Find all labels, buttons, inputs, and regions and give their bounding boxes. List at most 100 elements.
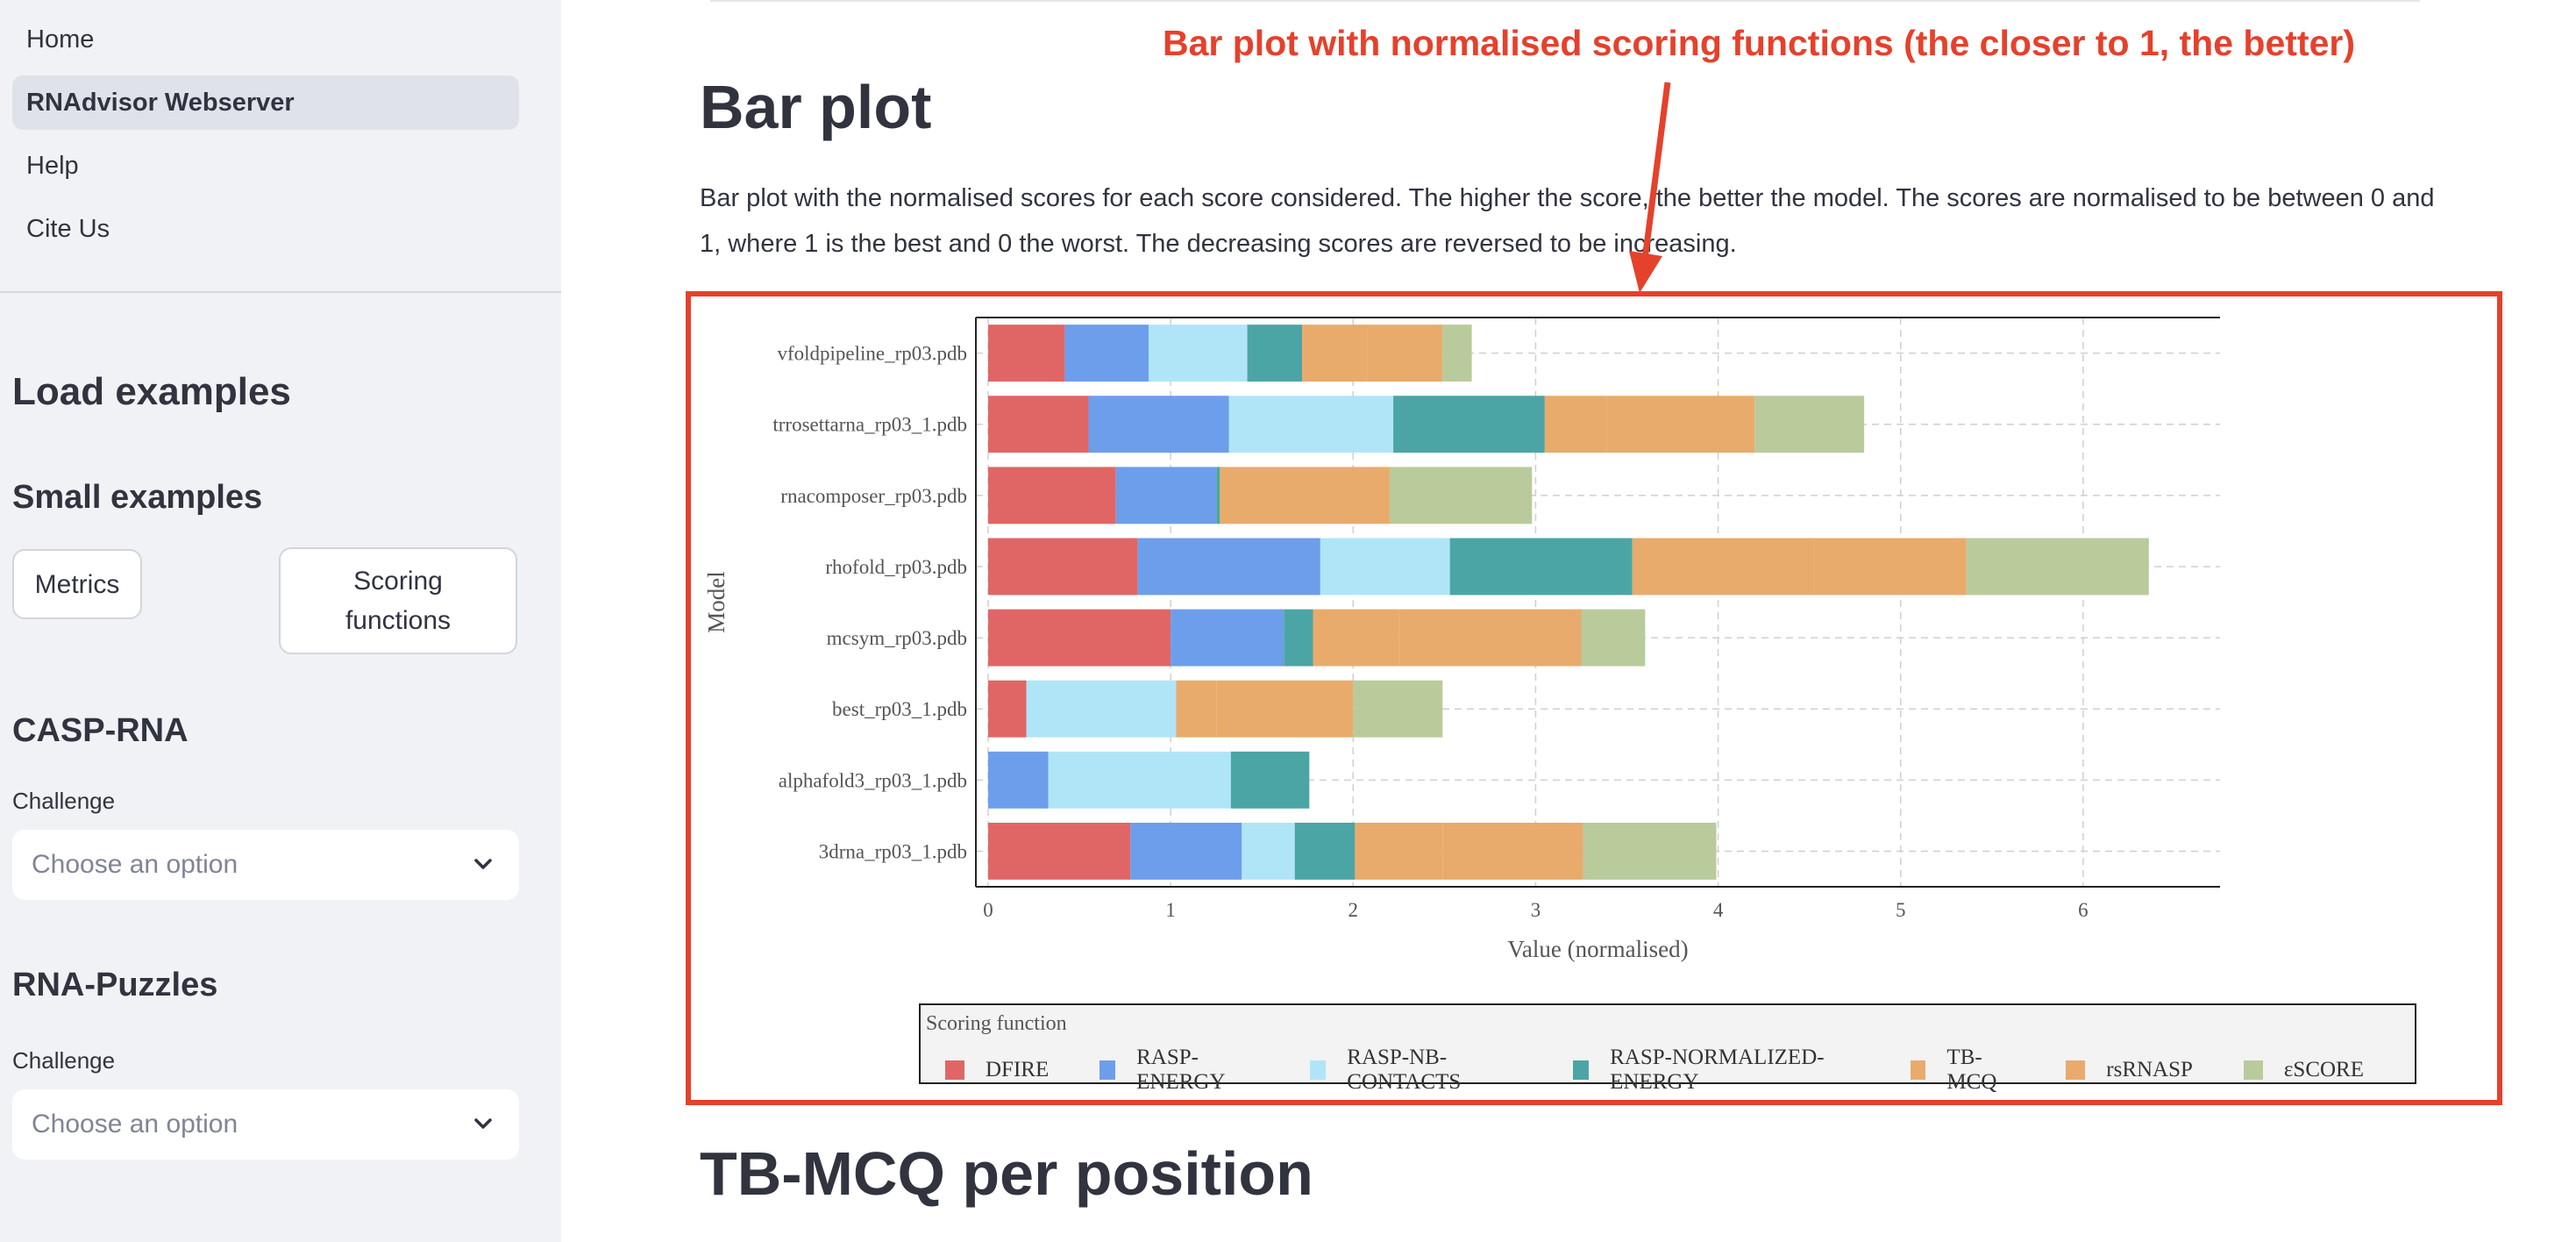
scoring-functions-button[interactable]: Scoring functions bbox=[279, 547, 517, 654]
bar-dfire-rnacomposer-rp03-pdb bbox=[988, 467, 1116, 525]
bar-rasp-nb-contacts-alphafold3-rp03-1-pdb bbox=[1048, 751, 1231, 809]
bar-score-rhofold-rp03-pdb bbox=[1966, 538, 2149, 596]
small-examples-heading: Small examples bbox=[12, 479, 263, 516]
legend-item-rasp-normalized-energy[interactable]: RASP-NORMALIZED-ENERGY bbox=[1573, 1046, 1860, 1095]
bar-tb-mcq-rhofold-rp03-pdb bbox=[1632, 538, 1815, 596]
casp-challenge-placeholder: Choose an option bbox=[32, 850, 238, 879]
y-tick-label: rnacomposer_rp03.pdb bbox=[780, 485, 967, 507]
y-tick-label: vfoldpipeline_rp03.pdb bbox=[777, 343, 967, 365]
bar-rasp-normalized-energy-vfoldpipeline-rp03-pdb bbox=[1247, 325, 1303, 382]
rna-puzzles-heading: RNA-Puzzles bbox=[12, 967, 218, 1003]
legend-label: εSCORE bbox=[2283, 1058, 2364, 1081]
bar-dfire-best-rp03-1-pdb bbox=[988, 680, 1027, 738]
bar-score-mcsym-rp03-pdb bbox=[1581, 609, 1646, 667]
casp-challenge-label: Challenge bbox=[12, 788, 116, 814]
legend-label: TB-MCQ bbox=[1946, 1046, 1997, 1094]
stacked-bar-chart[interactable]: vfoldpipeline_rp03.pdb trrosettarna_rp03_… bbox=[691, 296, 2497, 998]
top-divider bbox=[710, 0, 2420, 2]
bar-rasp-normalized-energy-rhofold-rp03-pdb bbox=[1449, 538, 1633, 596]
puzzles-challenge-label: Challenge bbox=[12, 1047, 116, 1074]
y-tick-label: 3drna_rp03_1.pdb bbox=[819, 840, 967, 862]
bar-rasp-nb-contacts-rhofold-rp03-pdb bbox=[1320, 538, 1450, 596]
legend-label: RASP-NORMALIZED-ENERGY bbox=[1610, 1046, 1825, 1094]
y-axis-title: Model bbox=[703, 571, 729, 633]
bar-score-vfoldpipeline-rp03-pdb bbox=[1442, 325, 1472, 382]
bar-rasp-energy-alphafold3-rp03-1-pdb bbox=[988, 751, 1049, 809]
nav-item-home[interactable]: Home bbox=[26, 25, 95, 54]
bar-rasp-energy-rnacomposer-rp03-pdb bbox=[1115, 467, 1217, 525]
bar-tb-mcq-vfoldpipeline-rp03-pdb bbox=[1302, 325, 1368, 382]
sidebar: Home RNAdvisor Webserver Help Cite Us Lo… bbox=[0, 0, 561, 1242]
x-tick-label: 0 bbox=[983, 899, 993, 921]
bar-score-best-rp03-1-pdb bbox=[1353, 680, 1443, 738]
legend-swatch bbox=[1573, 1060, 1590, 1080]
bar-tb-mcq-rnacomposer-rp03-pdb bbox=[1220, 467, 1246, 525]
bar-dfire-vfoldpipeline-rp03-pdb bbox=[988, 325, 1065, 382]
nav-item-help[interactable]: Help bbox=[26, 152, 79, 180]
y-tick-label: best_rp03_1.pdb bbox=[832, 698, 967, 720]
bar-rsrnasp-rnacomposer-rp03-pdb bbox=[1245, 467, 1390, 525]
y-tick-label: rhofold_rp03.pdb bbox=[825, 556, 967, 578]
bar-score-rnacomposer-rp03-pdb bbox=[1389, 467, 1533, 525]
bar-rasp-energy-3drna-rp03-1-pdb bbox=[1130, 822, 1242, 880]
legend-swatch bbox=[1910, 1060, 1926, 1080]
puzzles-challenge-select[interactable]: Choose an option bbox=[12, 1089, 519, 1160]
page-title: Bar plot bbox=[700, 73, 932, 141]
bar-dfire-mcsym-rp03-pdb bbox=[988, 609, 1171, 667]
bar-tb-mcq-best-rp03-1-pdb bbox=[1176, 680, 1217, 738]
bar-rasp-energy-rhofold-rp03-pdb bbox=[1137, 538, 1320, 596]
x-tick-label: 5 bbox=[1896, 899, 1906, 921]
x-tick-label: 2 bbox=[1348, 899, 1359, 921]
legend-swatch bbox=[2066, 1060, 2086, 1080]
bar-rasp-normalized-energy-rnacomposer-rp03-pdb bbox=[1216, 467, 1220, 525]
tb-mcq-per-position-heading: TB-MCQ per position bbox=[700, 1139, 1313, 1208]
bar-tb-mcq-trrosettarna-rp03-1-pdb bbox=[1544, 396, 1607, 453]
y-tick-label: alphafold3_rp03_1.pdb bbox=[779, 769, 967, 791]
legend-swatch bbox=[2243, 1060, 2263, 1080]
casp-challenge-select[interactable]: Choose an option bbox=[12, 830, 519, 900]
legend-item-dfire[interactable]: DFIRE bbox=[945, 1058, 1049, 1082]
bar-dfire-rhofold-rp03-pdb bbox=[988, 538, 1138, 596]
legend-item-rsrnasp[interactable]: rsRNASP bbox=[2066, 1058, 2193, 1082]
bar-rsrnasp-vfoldpipeline-rp03-pdb bbox=[1367, 325, 1443, 382]
legend-swatch bbox=[1099, 1060, 1116, 1080]
chart-legend: Scoring function DFIRE RASP-ENERGY RASP-NB… bbox=[919, 1003, 2416, 1094]
bar-rsrnasp-trrosettarna-rp03-1-pdb bbox=[1606, 396, 1755, 453]
bar-rsrnasp-3drna-rp03-1-pdb bbox=[1442, 822, 1583, 880]
legend-item-score[interactable]: εSCORE bbox=[2243, 1058, 2364, 1082]
sidebar-nav: Home RNAdvisor Webserver Help Cite Us bbox=[12, 12, 519, 265]
bar-rasp-nb-contacts-trrosettarna-rp03-1-pdb bbox=[1228, 396, 1394, 453]
legend-item-rasp-nb-contacts[interactable]: RASP-NB-CONTACTS bbox=[1310, 1046, 1522, 1095]
metrics-button[interactable]: Metrics bbox=[12, 549, 142, 619]
bar-rsrnasp-rhofold-rp03-pdb bbox=[1814, 538, 1967, 596]
chart-highlight-frame: vfoldpipeline_rp03.pdb trrosettarna_rp03_… bbox=[686, 291, 2502, 1105]
legend-label: DFIRE bbox=[986, 1058, 1050, 1081]
legend-label: rsRNASP bbox=[2106, 1058, 2193, 1081]
bar-dfire-trrosettarna-rp03-1-pdb bbox=[988, 396, 1089, 453]
bar-rasp-energy-trrosettarna-rp03-1-pdb bbox=[1088, 396, 1229, 453]
bar-rasp-normalized-energy-alphafold3-rp03-1-pdb bbox=[1230, 751, 1310, 809]
bar-rasp-normalized-energy-3drna-rp03-1-pdb bbox=[1294, 822, 1356, 880]
x-axis-title: Value (normalised) bbox=[1507, 936, 1688, 962]
load-examples-heading: Load examples bbox=[12, 370, 291, 413]
legend-item-rasp-energy[interactable]: RASP-ENERGY bbox=[1099, 1046, 1259, 1095]
casp-rna-heading: CASP-RNA bbox=[12, 712, 189, 749]
annotation-arrow-icon bbox=[1629, 82, 1671, 293]
bar-rasp-nb-contacts-best-rp03-1-pdb bbox=[1026, 680, 1177, 738]
bar-plot-description: Bar plot with the normalised scores for … bbox=[700, 184, 2435, 258]
legend-label: RASP-NB-CONTACTS bbox=[1347, 1046, 1462, 1094]
chevron-down-icon bbox=[474, 1118, 492, 1129]
bar-rasp-nb-contacts-vfoldpipeline-rp03-pdb bbox=[1149, 325, 1248, 382]
legend-items: DFIRE RASP-ENERGY RASP-NB-CONTACTS RASP-NOR… bbox=[945, 1046, 2415, 1095]
bar-rsrnasp-mcsym-rp03-pdb bbox=[1398, 609, 1582, 667]
nav-item-cite-us[interactable]: Cite Us bbox=[26, 215, 110, 243]
main-content: Bar plot Bar plot with the normalised sc… bbox=[561, 0, 2576, 1242]
bar-rasp-normalized-energy-trrosettarna-rp03-1-pdb bbox=[1393, 396, 1545, 453]
legend-swatch bbox=[945, 1060, 964, 1080]
nav-item-rnadvisor-webserver[interactable]: RNAdvisor Webserver bbox=[12, 75, 519, 130]
chevron-down-icon bbox=[474, 859, 492, 869]
y-tick-label: trrosettarna_rp03_1.pdb bbox=[772, 414, 967, 436]
bar-score-3drna-rp03-1-pdb bbox=[1583, 822, 1717, 880]
legend-item-tb-mcq[interactable]: TB-MCQ bbox=[1910, 1046, 2015, 1095]
bar-tb-mcq-3drna-rp03-1-pdb bbox=[1355, 822, 1443, 880]
